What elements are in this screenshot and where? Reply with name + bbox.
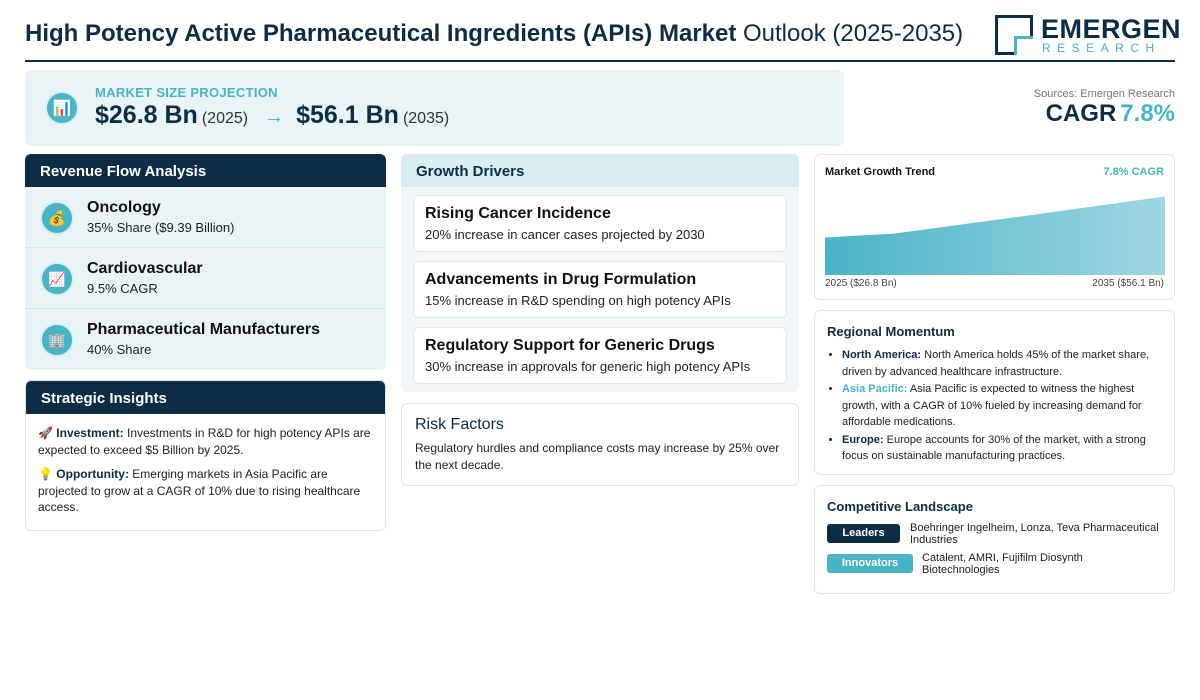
driver-drug-formulation: Advancements in Drug Formulation 15% inc… (413, 261, 787, 318)
revenue-item-title: Oncology (87, 199, 161, 216)
logo-mark-icon (995, 15, 1033, 55)
insight-investment-label: Investment: (56, 426, 124, 440)
insight-investment: 🚀 Investment: Investments in R&D for hig… (38, 425, 373, 458)
region-asia-pacific: Asia Pacific: Asia Pacific is expected t… (842, 381, 1164, 431)
logo-wordmark: EMERGEN (1041, 14, 1182, 44)
market-year-2025: (2025) (201, 110, 249, 127)
driver-detail: 20% increase in cancer cases projected b… (425, 227, 705, 242)
arrow-right-icon: → (264, 106, 285, 128)
money-bag-icon: 💰 (40, 201, 74, 235)
page-header: High Potency Active Pharmaceutical Ingre… (25, 12, 1181, 62)
trend-area-series (825, 196, 1165, 275)
insight-opportunity-label: Opportunity: (56, 467, 129, 481)
cagr-value: 7.8% (1120, 100, 1175, 127)
regional-momentum-title: Regional Momentum (827, 324, 955, 339)
insight-opportunity: 💡 Opportunity: Emerging markets in Asia … (38, 466, 373, 516)
region-name: Europe: (842, 433, 884, 446)
trend-cagr-label: 7.8% CAGR (1103, 166, 1164, 178)
revenue-item-detail: 9.5% CAGR (87, 281, 158, 296)
regional-list: North America: North America holds 45% o… (842, 347, 1164, 466)
innovators-list: Catalent, AMRI, Fujifilm Diosynth Biotec… (922, 552, 1083, 576)
market-size-values: $26.8 Bn (2025) → $56.1 Bn (2035) (95, 101, 449, 130)
risk-factors-title: Risk Factors (415, 416, 504, 433)
trend-end-label: 2035 ($56.1 Bn) (1092, 278, 1164, 289)
region-north-america: North America: North America holds 45% o… (842, 347, 1164, 380)
driver-detail: 30% increase in approvals for generic hi… (425, 359, 751, 374)
growth-drivers-title: Growth Drivers (401, 154, 799, 187)
strategic-insights-card: Strategic Insights 🚀 Investment: Investm… (25, 380, 386, 531)
leaders-badge: Leaders (827, 524, 900, 543)
cagr-summary: CAGR 7.8% (1046, 100, 1175, 128)
emergen-logo[interactable]: EMERGEN RESEARCH (995, 14, 1181, 56)
revenue-item-detail: 40% Share (87, 342, 152, 357)
logo-subtext: RESEARCH (1042, 41, 1161, 55)
trend-start-label: 2025 ($26.8 Bn) (825, 278, 897, 289)
driver-title: Regulatory Support for Generic Drugs (425, 337, 715, 354)
driver-regulatory-support: Regulatory Support for Generic Drugs 30%… (413, 327, 787, 384)
revenue-item-title: Pharmaceutical Manufacturers (87, 321, 320, 338)
page-title: High Potency Active Pharmaceutical Ingre… (25, 20, 963, 48)
building-icon: 🏢 (40, 323, 74, 357)
regional-momentum-card: Regional Momentum North America: North A… (814, 310, 1175, 475)
market-value-2025: $26.8 Bn (95, 101, 198, 129)
innovators-badge: Innovators (827, 554, 913, 573)
revenue-item-title: Cardiovascular (87, 260, 203, 277)
region-name: North America: (842, 349, 922, 361)
rocket-icon: 🚀 (38, 426, 53, 440)
driver-cancer-incidence: Rising Cancer Incidence 20% increase in … (413, 195, 787, 252)
insight-opportunity-text: Emerging markets in Asia Pacific are pro… (38, 467, 361, 514)
trend-chart-title: Market Growth Trend (825, 166, 936, 178)
growth-drivers-card: Growth Drivers Rising Cancer Incidence 2… (401, 154, 799, 392)
risk-factors-text: Regulatory hurdles and compliance costs … (415, 441, 780, 472)
revenue-item-manufacturers: 🏢 Pharmaceutical Manufacturers 40% Share (25, 309, 386, 370)
risk-factors-card: Risk Factors Regulatory hurdles and comp… (401, 403, 799, 486)
revenue-item-oncology: 💰 Oncology 35% Share ($9.39 Billion) (25, 187, 386, 248)
market-size-banner: 📊 MARKET SIZE PROJECTION $26.8 Bn (2025) →… (25, 70, 844, 146)
driver-title: Advancements in Drug Formulation (425, 271, 697, 288)
sources-note: Sources: Emergen Research (1033, 88, 1175, 100)
strategic-insights-title: Strategic Insights (26, 381, 385, 414)
strategic-insights-body: 🚀 Investment: Investments in R&D for hig… (26, 414, 385, 530)
region-europe: Europe: Europe accounts for 30% of the m… (842, 432, 1164, 465)
region-text: Asia Pacific is expected to witness the … (842, 383, 1142, 428)
revenue-item-cardiovascular: 📈 Cardiovascular 9.5% CAGR (25, 248, 386, 309)
competitive-landscape-card: Competitive Landscape Leaders Boehringer… (814, 485, 1175, 594)
leaders-list: Boehringer Ingelheim, Lonza, Teva Pharma… (910, 522, 1159, 546)
trend-chart-icon: 📈 (40, 262, 74, 296)
revenue-flow-title: Revenue Flow Analysis (25, 154, 386, 187)
market-value-2035: $56.1 Bn (296, 101, 399, 129)
region-text: Europe accounts for 30% of the market, w… (842, 433, 1146, 463)
market-growth-trend-card: Market Growth Trend 7.8% CAGR 2025 ($26.… (814, 154, 1175, 300)
page-title-main: High Potency Active Pharmaceutical Ingre… (25, 20, 737, 47)
driver-title: Rising Cancer Incidence (425, 205, 611, 222)
lightbulb-icon: 💡 (38, 467, 53, 481)
revenue-item-detail: 35% Share ($9.39 Billion) (87, 220, 235, 235)
market-year-2035: (2035) (402, 110, 450, 127)
market-size-label: MARKET SIZE PROJECTION (95, 85, 278, 100)
cagr-label: CAGR (1045, 100, 1117, 127)
driver-detail: 15% increase in R&D spending on high pot… (425, 293, 731, 308)
region-text: North America holds 45% of the market sh… (842, 349, 1150, 378)
competitive-landscape-title: Competitive Landscape (827, 499, 973, 514)
region-name: Asia Pacific: (842, 383, 908, 395)
page-title-rest: Outlook (2025-2035) (743, 20, 964, 47)
revenue-flow-card: Revenue Flow Analysis 💰 Oncology 35% Sha… (25, 154, 386, 370)
trend-area-chart (825, 196, 1165, 275)
bar-chart-icon: 📊 (45, 91, 79, 125)
insight-investment-text: Investments in R&D for high potency APIs… (38, 426, 371, 457)
